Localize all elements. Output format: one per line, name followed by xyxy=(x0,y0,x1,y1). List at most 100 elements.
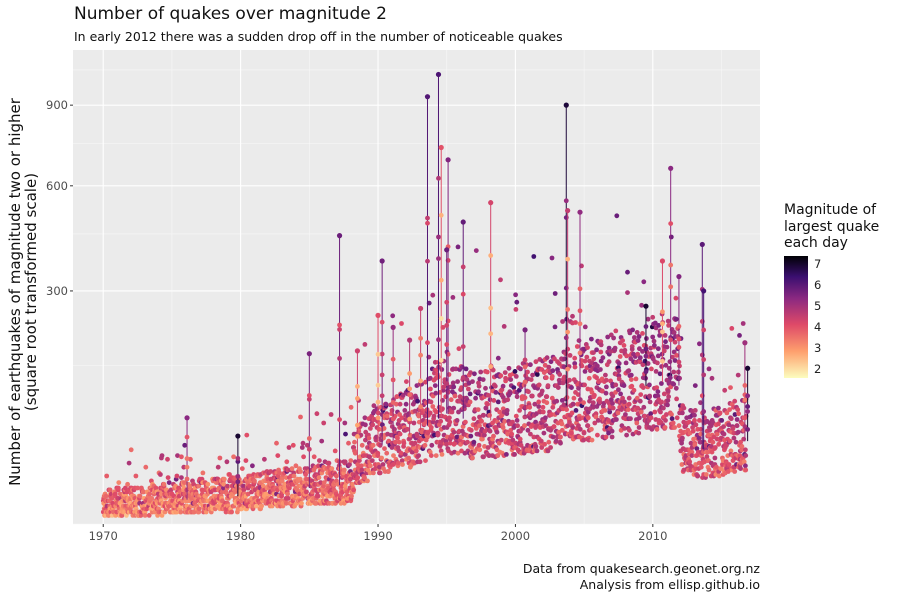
data-point xyxy=(549,255,555,261)
data-point xyxy=(533,359,539,365)
data-point xyxy=(455,450,461,456)
data-point xyxy=(569,410,575,416)
data-point xyxy=(606,430,611,436)
data-point xyxy=(542,362,548,368)
y-axis-label: Number of earthquakes of magnitude two o… xyxy=(6,97,40,486)
data-point xyxy=(652,409,658,415)
data-point xyxy=(502,370,508,375)
data-point xyxy=(643,353,649,359)
data-point xyxy=(149,496,155,501)
data-point xyxy=(182,480,187,485)
data-point xyxy=(451,429,457,435)
data-point xyxy=(575,392,581,397)
data-point xyxy=(293,463,299,469)
data-point xyxy=(658,409,663,415)
spike-point xyxy=(424,94,431,100)
data-point xyxy=(527,404,533,410)
data-point xyxy=(418,404,424,410)
data-point xyxy=(371,470,376,476)
data-point xyxy=(460,375,466,380)
data-point xyxy=(398,450,404,456)
data-point xyxy=(179,475,184,480)
data-point xyxy=(522,379,528,385)
data-point xyxy=(397,401,403,407)
data-point xyxy=(495,355,501,361)
data-point xyxy=(674,396,679,402)
data-point xyxy=(593,411,599,417)
data-point xyxy=(674,353,679,358)
data-point xyxy=(286,445,292,450)
data-point xyxy=(534,372,540,377)
data-point xyxy=(668,284,674,290)
data-point xyxy=(484,369,490,375)
legend-tick-label: 5 xyxy=(814,298,822,313)
data-point xyxy=(625,407,631,412)
data-point xyxy=(235,473,241,479)
data-point xyxy=(483,405,489,411)
data-point xyxy=(314,411,320,417)
data-point xyxy=(721,431,727,437)
data-point xyxy=(470,379,475,384)
data-point xyxy=(576,423,581,429)
data-point xyxy=(522,395,528,401)
data-point xyxy=(457,394,463,400)
data-point xyxy=(695,473,701,479)
data-point xyxy=(716,405,721,411)
data-point xyxy=(221,476,227,482)
data-point xyxy=(423,379,428,385)
data-point xyxy=(480,436,485,442)
data-point xyxy=(582,324,588,330)
data-point xyxy=(482,428,488,434)
legend-title-line: Magnitude of xyxy=(784,202,877,218)
data-point xyxy=(224,459,230,465)
legend-tick-label: 4 xyxy=(814,320,822,335)
data-point xyxy=(432,383,438,388)
data-point xyxy=(370,442,376,448)
data-point xyxy=(545,383,551,388)
data-point xyxy=(637,346,642,352)
data-point xyxy=(734,417,740,422)
data-point xyxy=(639,302,644,308)
data-point xyxy=(693,422,699,428)
data-point xyxy=(303,472,308,477)
data-point xyxy=(577,426,583,432)
data-point xyxy=(390,416,396,422)
data-point xyxy=(472,371,477,377)
data-point xyxy=(745,393,751,399)
data-point xyxy=(663,362,669,368)
data-point xyxy=(600,355,606,361)
data-point xyxy=(416,413,422,419)
data-point xyxy=(661,348,667,354)
data-point xyxy=(468,370,473,375)
data-point xyxy=(635,338,641,343)
data-point xyxy=(697,341,702,347)
data-point xyxy=(460,424,466,429)
data-point xyxy=(351,487,357,493)
data-point xyxy=(299,445,305,450)
data-point xyxy=(451,384,457,390)
data-point xyxy=(443,394,449,400)
data-point xyxy=(698,464,704,470)
data-point xyxy=(511,385,517,390)
data-point xyxy=(545,448,551,454)
data-point xyxy=(514,394,520,400)
data-point xyxy=(525,369,530,375)
data-point xyxy=(725,469,731,474)
data-point xyxy=(532,401,538,407)
data-point xyxy=(375,399,381,405)
data-point xyxy=(436,256,441,262)
data-point xyxy=(433,409,439,415)
data-point xyxy=(502,418,508,424)
data-point xyxy=(455,379,460,384)
data-point xyxy=(221,485,226,491)
data-point xyxy=(594,375,599,381)
data-point xyxy=(326,460,332,466)
data-point xyxy=(487,397,493,403)
data-point xyxy=(504,408,510,413)
data-point xyxy=(515,423,520,429)
data-point xyxy=(742,383,748,388)
data-point xyxy=(262,456,267,462)
data-point xyxy=(739,444,745,449)
data-point xyxy=(581,400,586,406)
data-point xyxy=(485,445,491,450)
